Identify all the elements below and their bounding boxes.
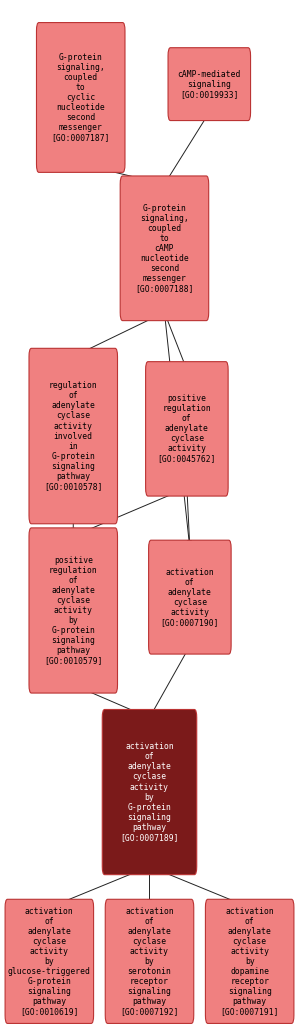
Text: activation
of
adenylate
cyclase
activity
by
glucose-triggered
G-protein
signalin: activation of adenylate cyclase activity… (8, 907, 91, 1016)
Text: positive
regulation
of
adenylate
cyclase
activity
[GO:0045762]: positive regulation of adenylate cyclase… (158, 394, 216, 464)
Text: activation
of
adenylate
cyclase
activity
[GO:0007190]: activation of adenylate cyclase activity… (161, 567, 219, 627)
Text: cAMP-mediated
signaling
[GO:0019933]: cAMP-mediated signaling [GO:0019933] (178, 70, 241, 98)
FancyBboxPatch shape (29, 527, 118, 694)
Text: G-protein
signaling,
coupled
to
cyclic
nucleotide
second
messenger
[GO:0007187]: G-protein signaling, coupled to cyclic n… (51, 52, 110, 143)
FancyBboxPatch shape (29, 349, 118, 524)
FancyBboxPatch shape (149, 540, 231, 655)
Text: activation
of
adenylate
cyclase
activity
by
G-protein
signaling
pathway
[GO:0007: activation of adenylate cyclase activity… (120, 743, 179, 841)
FancyBboxPatch shape (36, 23, 125, 172)
Text: activation
of
adenylate
cyclase
activity
by
serotonin
receptor
signaling
pathway: activation of adenylate cyclase activity… (120, 907, 179, 1016)
FancyBboxPatch shape (105, 899, 194, 1024)
FancyBboxPatch shape (102, 710, 197, 874)
FancyBboxPatch shape (168, 47, 251, 121)
FancyBboxPatch shape (205, 899, 294, 1024)
Text: positive
regulation
of
adenylate
cyclase
activity
by
G-protein
signaling
pathway: positive regulation of adenylate cyclase… (44, 556, 103, 665)
Text: regulation
of
adenylate
cyclase
activity
involved
in
G-protein
signaling
pathway: regulation of adenylate cyclase activity… (44, 382, 103, 490)
FancyBboxPatch shape (5, 899, 94, 1024)
FancyBboxPatch shape (146, 362, 228, 497)
Text: activation
of
adenylate
cyclase
activity
by
dopamine
receptor
signaling
pathway
: activation of adenylate cyclase activity… (220, 907, 279, 1016)
Text: G-protein
signaling,
coupled
to
cAMP
nucleotide
second
messenger
[GO:0007188]: G-protein signaling, coupled to cAMP nuc… (135, 203, 194, 293)
FancyBboxPatch shape (120, 176, 209, 320)
